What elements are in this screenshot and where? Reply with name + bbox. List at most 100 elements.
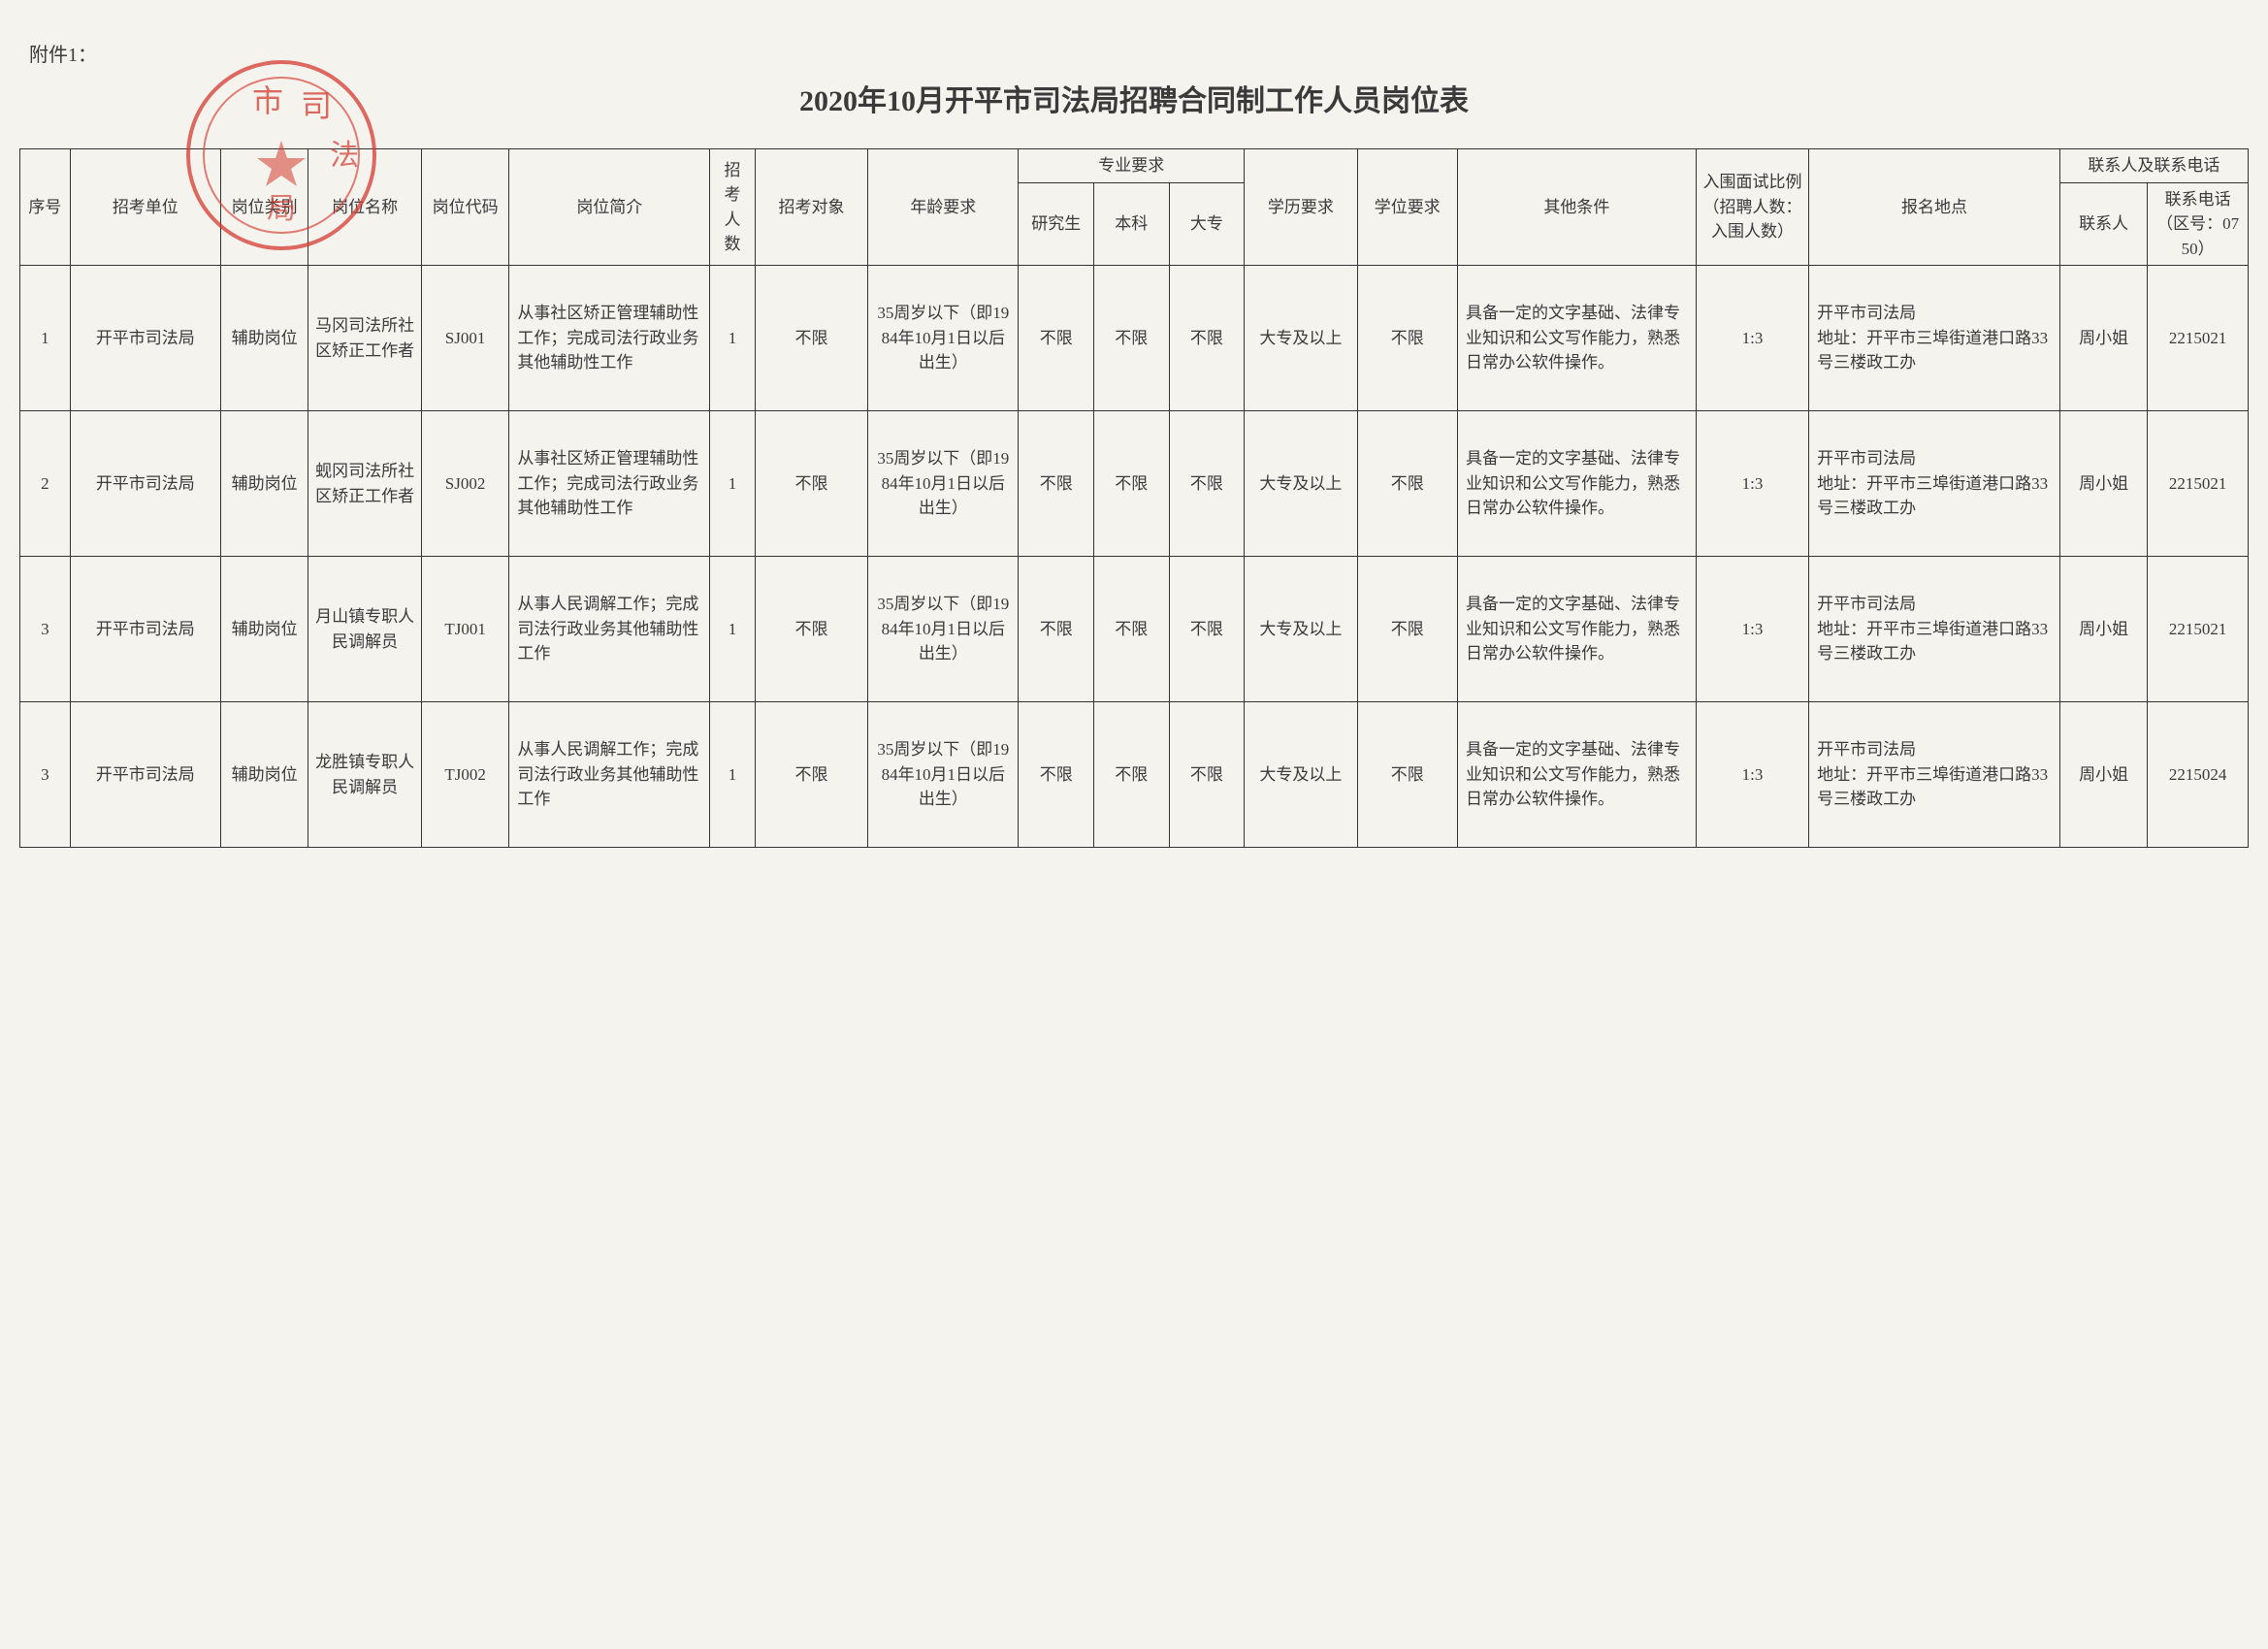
cell-count: 1 [710, 702, 756, 848]
cell-major_grad: 不限 [1019, 557, 1094, 702]
cell-edu: 大专及以上 [1245, 266, 1357, 411]
cell-target: 不限 [755, 266, 867, 411]
cell-target: 不限 [755, 702, 867, 848]
cell-major_grad: 不限 [1019, 702, 1094, 848]
cell-age: 35周岁以下（即1984年10月1日以后出生） [868, 266, 1019, 411]
cell-contact: 周小姐 [2059, 557, 2148, 702]
cell-degree: 不限 [1357, 557, 1457, 702]
table-body: 1开平市司法局辅助岗位马冈司法所社区矫正工作者SJ001从事社区矫正管理辅助性工… [20, 266, 2249, 848]
cell-edu: 大专及以上 [1245, 557, 1357, 702]
cell-post_code: TJ002 [421, 702, 509, 848]
cell-other: 具备一定的文字基础、法律专业知识和公文写作能力，熟悉日常办公软件操作。 [1458, 266, 1697, 411]
table-row: 2开平市司法局辅助岗位蚬冈司法所社区矫正工作者SJ002从事社区矫正管理辅助性工… [20, 411, 2249, 557]
header-degree: 学位要求 [1357, 149, 1457, 266]
header-post-name: 岗位名称 [308, 149, 421, 266]
cell-post_name: 月山镇专职人民调解员 [308, 557, 421, 702]
cell-post_name: 龙胜镇专职人民调解员 [308, 702, 421, 848]
cell-post_desc: 从事人民调解工作；完成司法行政业务其他辅助性工作 [509, 557, 710, 702]
cell-contact: 周小姐 [2059, 702, 2148, 848]
header-edu: 学历要求 [1245, 149, 1357, 266]
cell-phone: 2215021 [2148, 266, 2249, 411]
cell-post_code: TJ001 [421, 557, 509, 702]
attachment-label: 附件1： [29, 39, 2249, 67]
cell-major_assoc: 不限 [1169, 702, 1245, 848]
cell-edu: 大专及以上 [1245, 411, 1357, 557]
cell-post_type: 辅助岗位 [220, 557, 308, 702]
cell-age: 35周岁以下（即1984年10月1日以后出生） [868, 702, 1019, 848]
cell-major_bach: 不限 [1094, 702, 1170, 848]
header-contact-group: 联系人及联系电话 [2059, 149, 2248, 183]
cell-major_bach: 不限 [1094, 411, 1170, 557]
cell-post_type: 辅助岗位 [220, 266, 308, 411]
cell-ratio: 1:3 [1696, 266, 1808, 411]
table-row: 1开平市司法局辅助岗位马冈司法所社区矫正工作者SJ001从事社区矫正管理辅助性工… [20, 266, 2249, 411]
cell-location: 开平市司法局地址：开平市三埠街道港口路33号三楼政工办 [1809, 266, 2060, 411]
header-location: 报名地点 [1809, 149, 2060, 266]
cell-unit: 开平市司法局 [70, 557, 220, 702]
cell-post_desc: 从事人民调解工作；完成司法行政业务其他辅助性工作 [509, 702, 710, 848]
cell-ratio: 1:3 [1696, 557, 1808, 702]
cell-ratio: 1:3 [1696, 411, 1808, 557]
cell-phone: 2215024 [2148, 702, 2249, 848]
cell-degree: 不限 [1357, 411, 1457, 557]
cell-post_desc: 从事社区矫正管理辅助性工作；完成司法行政业务其他辅助性工作 [509, 411, 710, 557]
header-age: 年龄要求 [868, 149, 1019, 266]
cell-target: 不限 [755, 557, 867, 702]
cell-seq: 2 [20, 411, 71, 557]
cell-post_type: 辅助岗位 [220, 702, 308, 848]
cell-age: 35周岁以下（即1984年10月1日以后出生） [868, 411, 1019, 557]
cell-post_name: 蚬冈司法所社区矫正工作者 [308, 411, 421, 557]
cell-degree: 不限 [1357, 266, 1457, 411]
cell-major_bach: 不限 [1094, 266, 1170, 411]
header-major-bach: 本科 [1094, 182, 1170, 266]
table-row: 3开平市司法局辅助岗位龙胜镇专职人民调解员TJ002从事人民调解工作；完成司法行… [20, 702, 2249, 848]
header-contact: 联系人 [2059, 182, 2148, 266]
cell-ratio: 1:3 [1696, 702, 1808, 848]
table-header: 序号 招考单位 岗位类别 岗位名称 岗位代码 岗位简介 招考人数 招考对象 年龄… [20, 149, 2249, 266]
cell-contact: 周小姐 [2059, 266, 2148, 411]
cell-other: 具备一定的文字基础、法律专业知识和公文写作能力，熟悉日常办公软件操作。 [1458, 557, 1697, 702]
header-major-grad: 研究生 [1019, 182, 1094, 266]
cell-unit: 开平市司法局 [70, 411, 220, 557]
cell-seq: 1 [20, 266, 71, 411]
cell-other: 具备一定的文字基础、法律专业知识和公文写作能力，熟悉日常办公软件操作。 [1458, 702, 1697, 848]
cell-major_bach: 不限 [1094, 557, 1170, 702]
table-row: 3开平市司法局辅助岗位月山镇专职人民调解员TJ001从事人民调解工作；完成司法行… [20, 557, 2249, 702]
cell-age: 35周岁以下（即1984年10月1日以后出生） [868, 557, 1019, 702]
cell-major_grad: 不限 [1019, 266, 1094, 411]
cell-post_desc: 从事社区矫正管理辅助性工作；完成司法行政业务其他辅助性工作 [509, 266, 710, 411]
cell-post_code: SJ001 [421, 266, 509, 411]
cell-count: 1 [710, 411, 756, 557]
cell-unit: 开平市司法局 [70, 702, 220, 848]
header-ratio: 入围面试比例（招聘人数：入围人数） [1696, 149, 1808, 266]
header-count: 招考人数 [710, 149, 756, 266]
document-page: 市 司 法 局 附件1： 2020年10月开平市司法局招聘合同制工作人员岗位表 … [19, 39, 2249, 848]
cell-major_assoc: 不限 [1169, 411, 1245, 557]
cell-phone: 2215021 [2148, 411, 2249, 557]
cell-location: 开平市司法局地址：开平市三埠街道港口路33号三楼政工办 [1809, 411, 2060, 557]
cell-count: 1 [710, 266, 756, 411]
cell-degree: 不限 [1357, 702, 1457, 848]
header-phone: 联系电话（区号：0750） [2148, 182, 2249, 266]
header-major-assoc: 大专 [1169, 182, 1245, 266]
header-post-code: 岗位代码 [421, 149, 509, 266]
cell-edu: 大专及以上 [1245, 702, 1357, 848]
cell-location: 开平市司法局地址：开平市三埠街道港口路33号三楼政工办 [1809, 557, 2060, 702]
cell-post_name: 马冈司法所社区矫正工作者 [308, 266, 421, 411]
cell-location: 开平市司法局地址：开平市三埠街道港口路33号三楼政工办 [1809, 702, 2060, 848]
cell-post_code: SJ002 [421, 411, 509, 557]
header-unit: 招考单位 [70, 149, 220, 266]
cell-other: 具备一定的文字基础、法律专业知识和公文写作能力，熟悉日常办公软件操作。 [1458, 411, 1697, 557]
header-post-type: 岗位类别 [220, 149, 308, 266]
cell-target: 不限 [755, 411, 867, 557]
cell-major_grad: 不限 [1019, 411, 1094, 557]
cell-contact: 周小姐 [2059, 411, 2148, 557]
header-other: 其他条件 [1458, 149, 1697, 266]
document-title: 2020年10月开平市司法局招聘合同制工作人员岗位表 [19, 77, 2249, 119]
cell-major_assoc: 不限 [1169, 266, 1245, 411]
cell-unit: 开平市司法局 [70, 266, 220, 411]
header-major-group: 专业要求 [1019, 149, 1245, 183]
cell-count: 1 [710, 557, 756, 702]
cell-major_assoc: 不限 [1169, 557, 1245, 702]
cell-seq: 3 [20, 702, 71, 848]
